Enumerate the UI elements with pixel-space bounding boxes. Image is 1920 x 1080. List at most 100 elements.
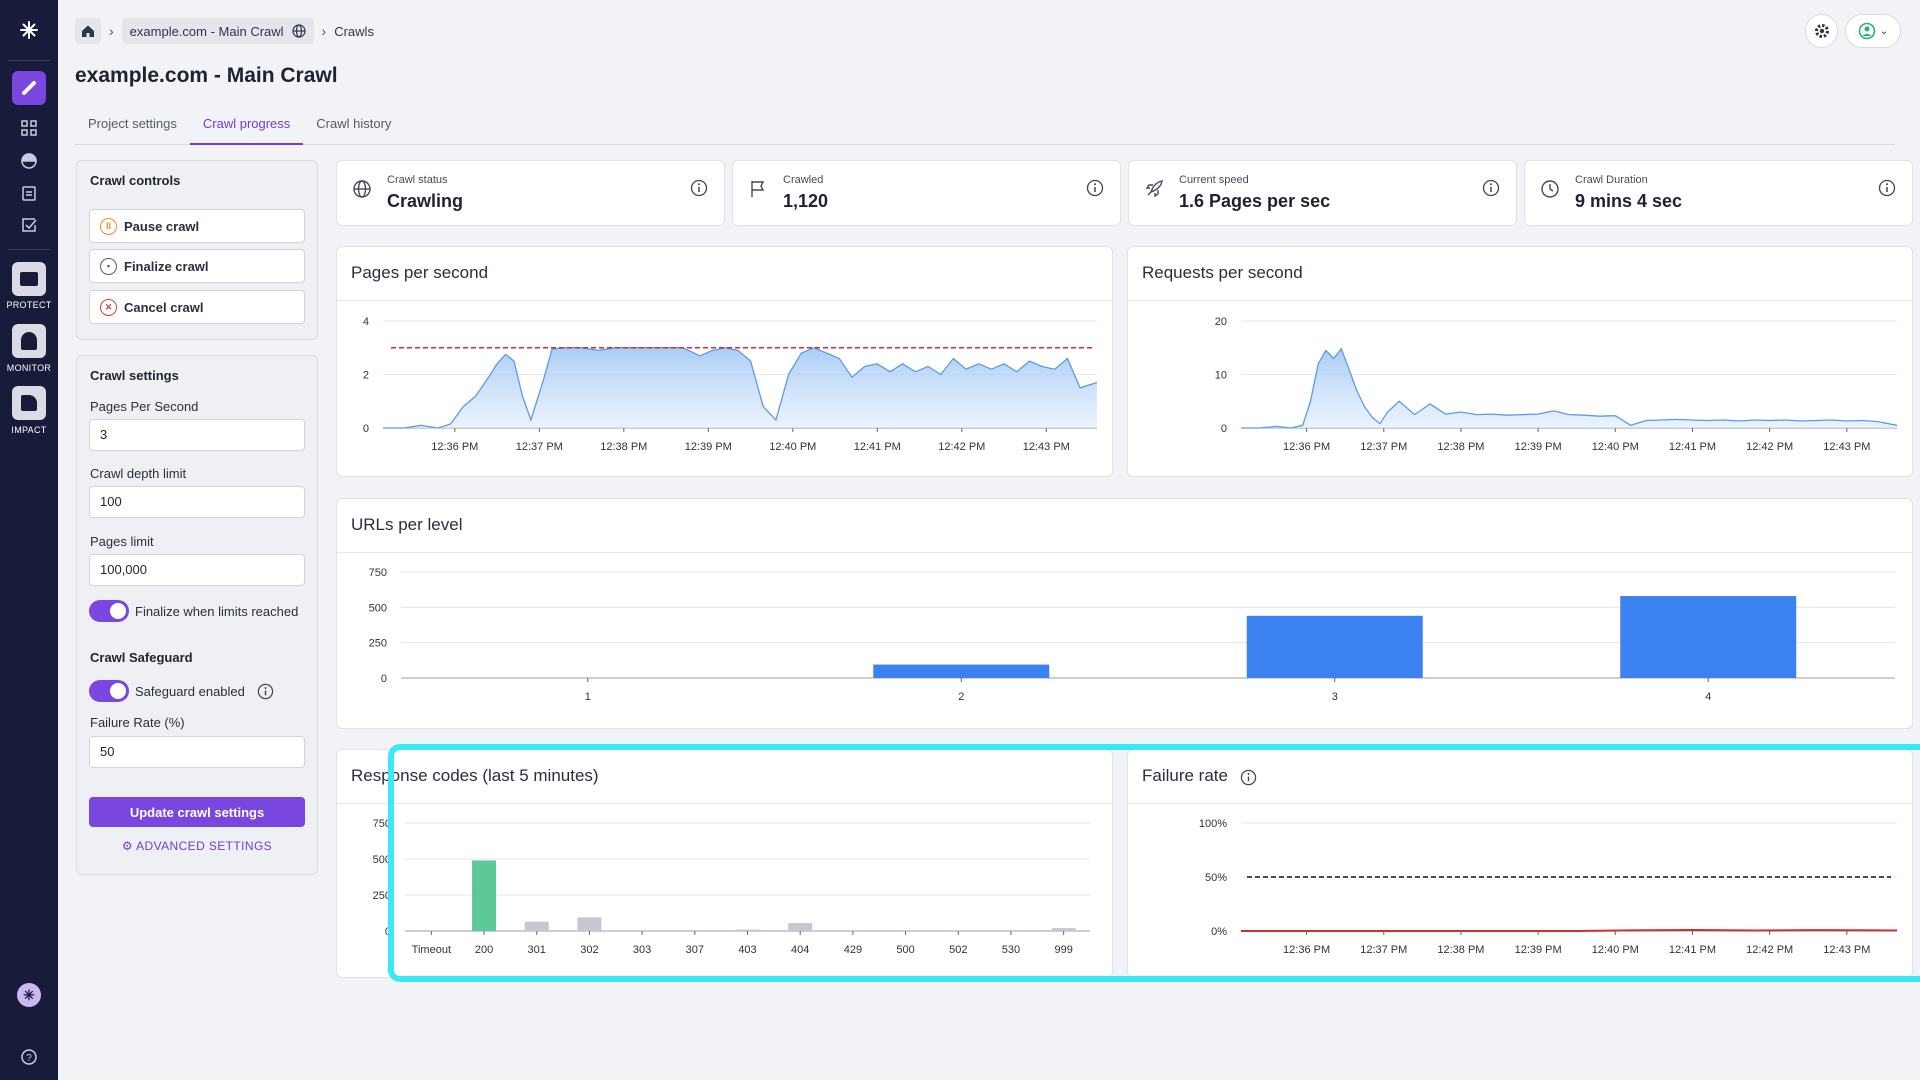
safeguard-enabled-label: Safeguard enabled xyxy=(135,684,245,699)
info-icon[interactable] xyxy=(257,683,274,700)
tab-crawl-progress[interactable]: Crawl progress xyxy=(189,106,304,145)
checklist-icon[interactable] xyxy=(0,214,58,236)
stat-card-crawled: Crawled 1,120 xyxy=(732,160,1121,226)
x-tick-label: 12:40 PM xyxy=(1592,944,1639,956)
y-tick-label: 4 xyxy=(363,316,369,328)
x-tick-label: 12:39 PM xyxy=(1515,944,1562,956)
x-tick-label: 12:38 PM xyxy=(1437,441,1484,453)
crawl-controls-panel: Crawl controls II Pause crawl ▪ Finalize… xyxy=(76,160,318,340)
x-tick-label: 3 xyxy=(1332,691,1338,703)
settings-button[interactable] xyxy=(1805,14,1838,48)
protect-label: PROTECT xyxy=(6,300,52,310)
gauge-icon[interactable] xyxy=(0,150,58,172)
y-tick-label: 0 xyxy=(363,423,369,435)
x-tick-label: 307 xyxy=(686,944,704,956)
rocket-icon xyxy=(1145,180,1163,198)
safeguard-toggle[interactable] xyxy=(89,680,129,702)
crawl-nav-icon[interactable] xyxy=(0,71,58,105)
y-tick-label: 100% xyxy=(1199,818,1227,830)
pages-limit-input[interactable]: 100,000 xyxy=(89,554,305,586)
x-tick-label: 12:36 PM xyxy=(431,441,478,453)
chart-title: Pages per second xyxy=(351,263,489,282)
bar xyxy=(873,664,1050,678)
x-tick-label: 12:42 PM xyxy=(938,441,985,453)
breadcrumb-current: Crawls xyxy=(334,23,374,39)
dashboard-grid-icon[interactable] xyxy=(0,117,58,139)
info-icon[interactable] xyxy=(690,179,708,197)
pages-per-second-input[interactable]: 3 xyxy=(89,419,305,451)
chevron-right-icon: › xyxy=(321,23,327,39)
clipboard-icon[interactable] xyxy=(0,182,58,204)
app-logo-icon[interactable] xyxy=(0,16,58,44)
cancel-crawl-button[interactable]: ✕ Cancel crawl xyxy=(89,290,305,324)
x-tick-label: 403 xyxy=(738,944,756,956)
pause-icon: II xyxy=(100,217,117,235)
breadcrumb-project[interactable]: example.com - Main Crawl xyxy=(121,18,314,44)
advanced-settings-link[interactable]: ⚙ ADVANCED SETTINGS xyxy=(77,839,317,853)
finalize-crawl-button[interactable]: ▪ Finalize crawl xyxy=(89,249,305,283)
x-tick-label: Timeout xyxy=(412,944,451,956)
stat-label: Current speed xyxy=(1179,174,1249,186)
x-tick-label: 2 xyxy=(958,691,964,703)
finalize-when-limits-label: Finalize when limits reached xyxy=(135,604,299,619)
crawl-safeguard-title: Crawl Safeguard xyxy=(90,650,193,665)
page-title: example.com - Main Crawl xyxy=(75,64,338,87)
series-line xyxy=(1241,928,1898,932)
x-tick-label: 429 xyxy=(844,944,862,956)
requests-per-second-chart: 0 10 20 12:36 PM 12:37 PM 12:38 PM 12:39 PM 12:… xyxy=(1215,316,1898,453)
stat-value: 9 mins 4 sec xyxy=(1575,191,1683,211)
protect-icon[interactable] xyxy=(0,262,58,296)
x-tick-label: 12:42 PM xyxy=(1746,441,1793,453)
home-icon[interactable] xyxy=(75,18,101,44)
flag-icon xyxy=(751,181,765,197)
tab-crawl-history[interactable]: Crawl history xyxy=(316,116,392,131)
crawl-depth-input[interactable]: 100 xyxy=(89,486,305,518)
bar xyxy=(1051,928,1076,931)
series-line xyxy=(1241,347,1898,429)
y-tick-label: 0 xyxy=(381,673,387,685)
x-tick-label: 12:38 PM xyxy=(600,441,647,453)
x-tick-label: 12:36 PM xyxy=(1283,441,1330,453)
impact-icon[interactable] xyxy=(0,386,58,420)
series-area xyxy=(1241,348,1897,428)
x-tick-label: 301 xyxy=(528,944,546,956)
chart-title: Requests per second xyxy=(1142,263,1303,282)
stat-label: Crawled xyxy=(783,174,824,186)
x-tick-label: 12:43 PM xyxy=(1823,441,1870,453)
info-icon[interactable] xyxy=(1086,179,1104,197)
y-tick-label: 250 xyxy=(369,638,387,650)
pages-per-second-chart: 0 2 4 12:36 PM 12:37 PM 12:38 PM 12:39 PM 12:40… xyxy=(363,316,1098,453)
response-codes-chart: 0 250 500 750 Timeout 200 301 302 303 307 403 404 42… xyxy=(373,818,1090,956)
impact-label: IMPACT xyxy=(11,425,47,435)
clock-icon xyxy=(1541,180,1559,198)
y-tick-label: 500 xyxy=(369,602,387,614)
monitor-label: MONITOR xyxy=(6,363,52,373)
update-crawl-settings-button[interactable]: Update crawl settings xyxy=(89,797,305,827)
chevron-right-icon: › xyxy=(109,23,114,39)
breadcrumb-project-label: example.com - Main Crawl xyxy=(129,23,284,39)
requests-per-second-card: Requests per second 0 10 20 12:36 PM 12:37 P… xyxy=(1127,246,1913,477)
x-tick-label: 303 xyxy=(633,944,651,956)
advanced-settings-label: ADVANCED SETTINGS xyxy=(136,839,273,853)
finalize-when-limits-toggle[interactable] xyxy=(89,600,129,622)
stat-card-crawl-duration: Crawl Duration 9 mins 4 sec xyxy=(1524,160,1913,226)
info-icon[interactable] xyxy=(1240,769,1257,786)
info-icon[interactable] xyxy=(1878,179,1896,197)
tab-project-settings[interactable]: Project settings xyxy=(88,116,177,131)
x-tick-label: 12:39 PM xyxy=(685,441,732,453)
failure-rate-chart: 0% 50% 100% 12:36 PM 12:37 PM 12:38 PM 12:39 P… xyxy=(1199,818,1898,956)
y-tick-label: 0% xyxy=(1211,926,1227,938)
stat-label: Crawl Duration xyxy=(1575,174,1648,186)
pause-crawl-button[interactable]: II Pause crawl xyxy=(89,209,305,243)
account-menu-button[interactable]: ⌄ xyxy=(1845,14,1901,48)
failure-rate-label: Failure Rate (%) xyxy=(90,715,185,730)
x-tick-label: 12:37 PM xyxy=(1360,441,1407,453)
failure-rate-input[interactable]: 50 xyxy=(89,736,305,768)
workspace-avatar-icon[interactable]: ✳ xyxy=(0,983,58,1007)
x-tick-label: 12:37 PM xyxy=(1360,944,1407,956)
info-icon[interactable] xyxy=(1482,179,1500,197)
help-icon[interactable]: ? xyxy=(0,1046,58,1068)
monitor-icon[interactable] xyxy=(0,324,58,358)
x-tick-label: 12:43 PM xyxy=(1023,441,1070,453)
pages-limit-label: Pages limit xyxy=(90,534,154,549)
